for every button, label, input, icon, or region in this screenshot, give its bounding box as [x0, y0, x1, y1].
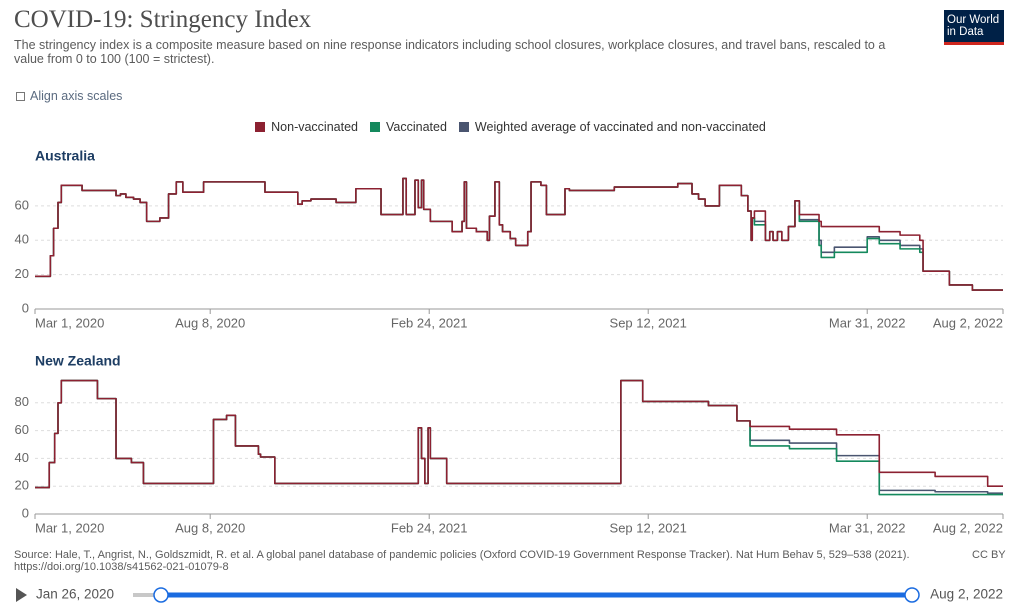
timeline-handle[interactable] [153, 587, 169, 603]
y-tick-label: 0 [22, 505, 29, 520]
legend-label: Weighted average of vaccinated and non-v… [474, 120, 766, 134]
x-tick-label: Feb 24, 2021 [391, 520, 468, 535]
x-tick-label: Aug 8, 2020 [175, 520, 245, 535]
y-tick-label: 20 [15, 266, 29, 281]
y-tick-label: 80 [15, 394, 29, 409]
chart-title: New Zealand [35, 353, 121, 369]
legend-swatch [255, 122, 266, 132]
play-button[interactable] [16, 588, 27, 602]
license: CC BY [972, 549, 1006, 561]
align-axis-label: Align axis scales [30, 89, 123, 103]
timeline-handle[interactable] [904, 587, 920, 603]
y-tick-label: 20 [15, 478, 29, 493]
legend-item[interactable]: Non-vaccinated [255, 120, 358, 134]
logo-line: in Data [947, 26, 984, 38]
checkbox[interactable] [16, 91, 25, 101]
x-tick-label: Mar 1, 2020 [35, 315, 104, 330]
chart-title: Australia [35, 148, 95, 164]
legend-item[interactable]: Weighted average of vaccinated and non-v… [458, 120, 766, 134]
legend-label: Vaccinated [386, 120, 447, 134]
legend: Non-vaccinated Vaccinated Weighted average… [0, 120, 1021, 134]
source-line: Source: Hale, T., Angrist, N., Goldszmid… [14, 549, 910, 561]
logo-line: Our World [947, 14, 1000, 26]
series-line [35, 177, 1003, 291]
x-tick-label: Sep 12, 2021 [610, 315, 687, 330]
subtitle: The stringency index is a composite meas… [14, 38, 886, 66]
series-line [35, 379, 1003, 494]
timeline: Jan 26, 2020 Aug 2, 2022 [16, 587, 1003, 603]
legend-swatch [370, 122, 380, 132]
y-tick-label: 60 [15, 422, 29, 437]
x-tick-label: Aug 2, 2022 [933, 315, 1003, 330]
x-tick-label: Mar 31, 2022 [829, 315, 906, 330]
series-line [35, 177, 1003, 291]
source-line: https://doi.org/10.1038/s41562-021-01079… [14, 561, 229, 573]
timeline-start: Jan 26, 2020 [36, 587, 114, 602]
series-line [35, 379, 1003, 496]
align-axis-toggle[interactable]: Align axis scales [16, 89, 122, 103]
legend-swatch [458, 122, 469, 132]
timeline-end: Aug 2, 2022 [930, 587, 1003, 602]
y-tick-label: 40 [15, 450, 29, 465]
y-tick-label: 60 [15, 197, 29, 212]
x-tick-label: Aug 2, 2022 [933, 520, 1003, 535]
series-line [35, 177, 1003, 291]
series-line [35, 379, 1003, 489]
logo[interactable]: Our World in Data [944, 10, 1004, 45]
x-tick-label: Mar 31, 2022 [829, 520, 906, 535]
y-tick-label: 40 [15, 232, 29, 247]
y-tick-label: 0 [22, 300, 29, 315]
title: COVID-19: Stringency Index [14, 6, 312, 33]
x-tick-label: Feb 24, 2021 [391, 315, 468, 330]
legend-item[interactable]: Vaccinated [370, 120, 447, 134]
source: Source: Hale, T., Angrist, N., Goldszmid… [14, 549, 944, 573]
legend-label: Non-vaccinated [271, 120, 358, 134]
x-tick-label: Aug 8, 2020 [175, 315, 245, 330]
charts: Australia 0 20 40 60 Mar 1, 2020 Aug 8, 2020 Fe… [15, 148, 1004, 535]
x-tick-label: Sep 12, 2021 [610, 520, 687, 535]
x-tick-label: Mar 1, 2020 [35, 520, 104, 535]
